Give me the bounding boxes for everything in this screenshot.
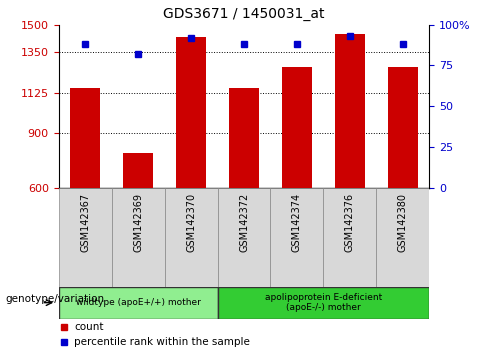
Bar: [218, 188, 270, 287]
Bar: [270, 188, 324, 287]
Text: GSM142367: GSM142367: [80, 193, 90, 252]
Bar: [59, 287, 218, 319]
Bar: [283, 67, 311, 188]
Text: GSM142372: GSM142372: [239, 193, 249, 252]
Title: GDS3671 / 1450031_at: GDS3671 / 1450031_at: [163, 7, 325, 21]
Text: GSM142376: GSM142376: [345, 193, 355, 252]
Bar: [324, 188, 376, 287]
Text: percentile rank within the sample: percentile rank within the sample: [74, 337, 250, 348]
Bar: [218, 287, 429, 319]
Text: GSM142369: GSM142369: [133, 193, 143, 252]
Bar: [177, 36, 205, 188]
Text: count: count: [74, 321, 103, 332]
Bar: [335, 34, 365, 188]
Bar: [388, 67, 418, 188]
Bar: [70, 88, 100, 188]
Text: GSM142374: GSM142374: [292, 193, 302, 252]
Text: GSM142370: GSM142370: [186, 193, 196, 252]
Text: apolipoprotein E-deficient
(apoE-/-) mother: apolipoprotein E-deficient (apoE-/-) mot…: [265, 293, 382, 312]
Text: genotype/variation: genotype/variation: [5, 294, 104, 304]
Bar: [229, 88, 259, 188]
Bar: [376, 188, 429, 287]
Bar: [112, 188, 164, 287]
Bar: [59, 188, 112, 287]
Bar: [164, 188, 218, 287]
Bar: [123, 153, 153, 188]
Text: GSM142380: GSM142380: [398, 193, 408, 252]
Text: wildtype (apoE+/+) mother: wildtype (apoE+/+) mother: [76, 298, 201, 307]
